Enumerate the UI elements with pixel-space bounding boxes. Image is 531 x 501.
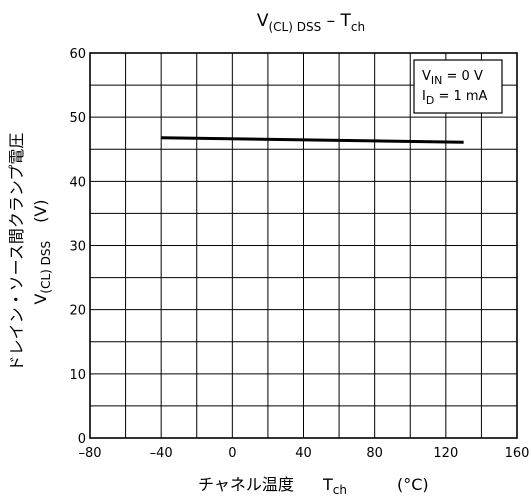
condition-vin: VIN = 0 V (422, 69, 483, 87)
y-axis-label-symbol: V(CL) DSS(V) (31, 199, 53, 304)
x-axis-label-japanese: チャネル温度 (198, 475, 294, 494)
chart-title: V(CL) DSS – Tch (257, 11, 365, 34)
x-axis-label-symbol: Tch (322, 475, 347, 497)
x-tick-label: 160 (505, 446, 530, 461)
series-group (161, 136, 464, 144)
y-tick-label: 0 (78, 432, 86, 447)
series-line (161, 136, 464, 144)
conditions-box: VIN = 0 V ID = 1 mA (413, 59, 503, 114)
condition-id: ID = 1 mA (422, 89, 488, 107)
y-tick-label: 20 (69, 304, 86, 319)
y-tick-label: 30 (69, 240, 86, 255)
x-tick-label: 40 (295, 446, 312, 461)
x-tick-label: 80 (366, 446, 383, 461)
y-tick-label: 60 (69, 47, 86, 62)
x-tick-label: 120 (433, 446, 458, 461)
x-tick-label: –40 (150, 446, 173, 461)
y-tick-labels: 0 10 20 30 40 50 60 (69, 47, 86, 447)
plot-frame (89, 52, 518, 439)
y-tick-label: 50 (69, 111, 86, 126)
x-axis-unit: (°C) (397, 475, 429, 494)
y-tick-label: 10 (69, 368, 86, 383)
conditions-box-frame (413, 59, 503, 114)
x-tick-label: –80 (78, 446, 101, 461)
x-tick-labels: –80 –40 0 40 80 120 160 (78, 446, 529, 461)
x-tick-label: 0 (228, 446, 236, 461)
y-axis-label-japanese: ドレイン・ソース間クランプ電圧 (7, 133, 26, 372)
y-tick-label: 40 (69, 175, 86, 190)
